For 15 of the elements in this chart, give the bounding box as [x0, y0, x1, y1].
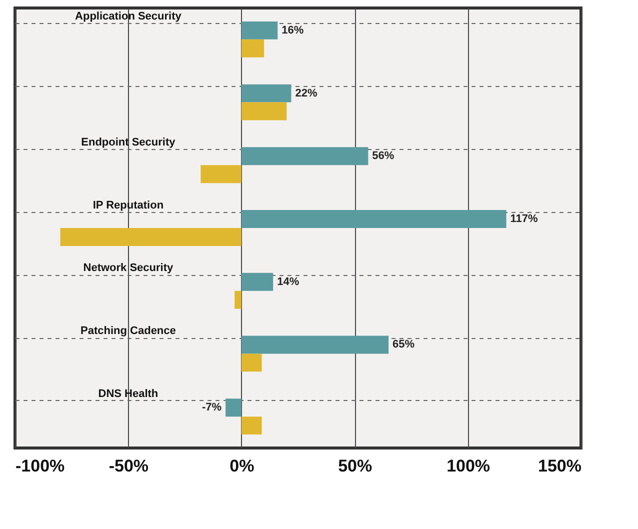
x-tick-label: 50% [338, 456, 372, 476]
data-label: 65% [392, 338, 415, 351]
data-label: 56% [372, 150, 394, 162]
x-tick-label: 150% [538, 456, 582, 476]
data-label: 14% [277, 276, 300, 288]
y-tick-label: Patching Cadence [80, 325, 176, 337]
y-tick-label: Network Security [83, 262, 174, 274]
x-tick-label: -100% [16, 456, 65, 476]
data-label: -7% [202, 402, 222, 414]
data-label: 22% [295, 87, 318, 100]
data-label: 16% [282, 24, 304, 36]
x-tick-label: 0% [230, 456, 254, 476]
x-tick-label: -50% [108, 456, 149, 476]
data-label: 117% [510, 213, 538, 226]
x-tick-label: 100% [446, 456, 490, 476]
